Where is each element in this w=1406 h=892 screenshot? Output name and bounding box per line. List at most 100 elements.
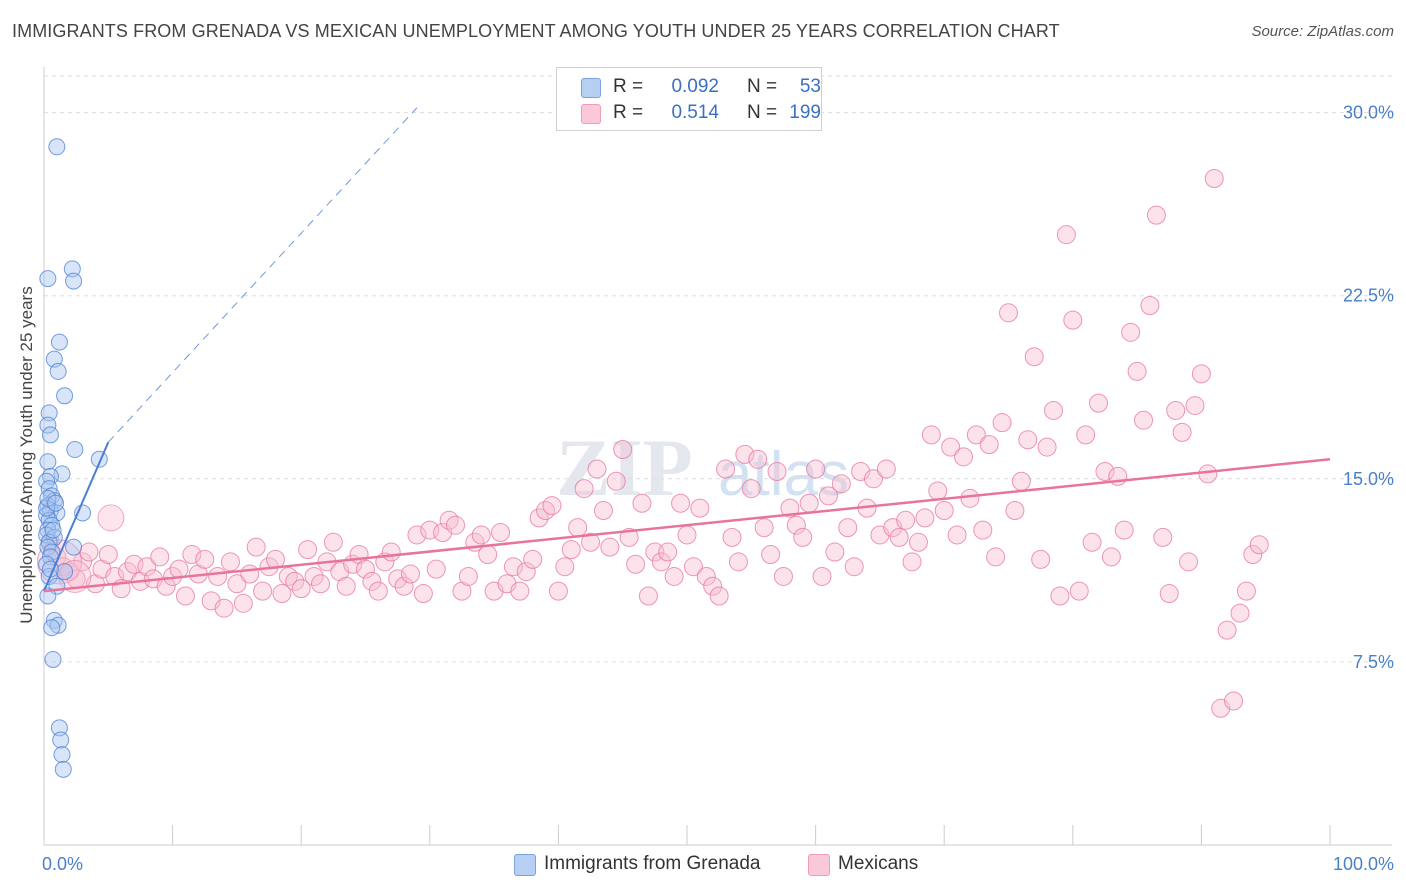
grenada-point [47,494,65,512]
mexicans-point [1121,322,1141,342]
mexicans-point [581,532,601,552]
mexicans-point [439,510,459,530]
mexicans-point [220,552,240,572]
mexicans-point [632,493,652,513]
y-tick-label: 30.0% [1343,103,1394,123]
mexicans-point [574,479,594,499]
mexicans-point [195,549,215,569]
mexicans-point [1031,549,1051,569]
mexicans-point [999,303,1018,323]
grenada-point [50,333,68,351]
mexicans-point [1037,437,1057,457]
legend-label-grenada: Immigrants from Grenada [544,853,761,874]
mexicans-point [722,527,742,547]
mexicans-point [928,481,948,501]
mexicans-point [593,501,613,521]
mexicans-point [246,537,266,557]
mexicans-point [1243,544,1263,564]
grenada-point [38,506,56,524]
legend-n-value: 53 [799,76,821,97]
mexicans-point [818,486,838,506]
series-legend: Immigrants from Grenada Mexicans [0,852,1406,878]
y-tick-label: 7.5% [1353,652,1394,672]
mexicans-point [240,564,260,584]
mexicans-point [671,493,691,513]
legend-swatch-pink [581,104,601,124]
mexicans-point [953,447,973,467]
mexicans-point [780,498,800,518]
grenada-point [39,270,57,288]
grenada-point [65,538,83,556]
mexicans-point [651,552,671,572]
mexicans-point [979,435,999,455]
mexicans-point [1185,396,1205,416]
mexicans-point [838,518,858,538]
mexicans-point [150,547,170,567]
mexicans-point [208,566,228,586]
y-tick-labels: 7.5% 15.0% 22.5% 30.0% [1343,103,1394,672]
legend-swatch-pink [808,854,830,876]
mexicans-point [516,562,536,582]
y-tick-label: 22.5% [1343,286,1394,306]
mexicans-point [175,586,195,606]
mexicans-point [863,469,883,489]
grenada-point [40,404,58,422]
mexicans-point [1249,535,1269,555]
mexicans-points [36,169,1269,718]
mexicans-point [542,496,562,516]
grenada-point [63,260,81,278]
mexicans-point [1166,400,1186,420]
mexicans-point [1179,552,1199,572]
mexicans-point [1056,225,1076,245]
mexicans-point [1236,581,1256,601]
mexicans-point [1089,393,1109,413]
mexicans-point [1011,471,1031,491]
mexicans-point [79,542,99,562]
mexicans-point [1101,547,1121,567]
legend-r-label: R = [613,102,644,123]
legend-n-label: N = [747,102,778,123]
mexicans-point [741,479,761,499]
source-label: Source: ZipAtlas.com [1251,23,1394,40]
mexicans-point [413,584,433,604]
grenada-point [39,453,57,471]
mexicans-point [606,471,626,491]
x-axis-min-label: 0.0% [42,854,83,874]
mexicans-point [703,576,723,596]
mexicans-point [941,437,961,457]
correlation-legend: R = 0.092 N = 53 R = 0.514 N = 199 [556,67,822,131]
mexicans-point [1044,400,1064,420]
grenada-point [52,731,70,749]
mexicans-point [1146,205,1166,225]
mexicans-point [600,537,620,557]
mexicans-point [426,559,446,579]
mexicans-point [97,504,125,532]
mexicans-point [773,566,793,586]
grenada-point [49,362,67,380]
mexicans-point [1127,361,1147,381]
mexicans-point [761,544,781,564]
grenada-point [39,416,57,434]
grenada-point [65,272,83,290]
mexicans-point [799,493,819,513]
mexicans-point [529,508,549,528]
mexicans-point [388,569,408,589]
mexicans-point [1198,464,1218,484]
mexicans-trend-line [43,458,1331,593]
mexicans-point [587,459,607,479]
mexicans-point [137,557,157,577]
mexicans-point [1114,520,1134,540]
mexicans-point [356,559,375,579]
mexicans-point [728,552,748,572]
mexicans-point [966,425,986,445]
mexicans-point [555,557,575,577]
mexicans-point [696,566,716,586]
mexicans-point [844,557,864,577]
mexicans-point [1050,586,1070,606]
mexicans-point [98,544,118,564]
chart-title: IMMIGRANTS FROM GRENADA VS MEXICAN UNEMP… [12,21,1060,41]
mexicans-point [401,564,421,584]
mexicans-point [619,527,639,547]
mexicans-point [272,584,292,604]
